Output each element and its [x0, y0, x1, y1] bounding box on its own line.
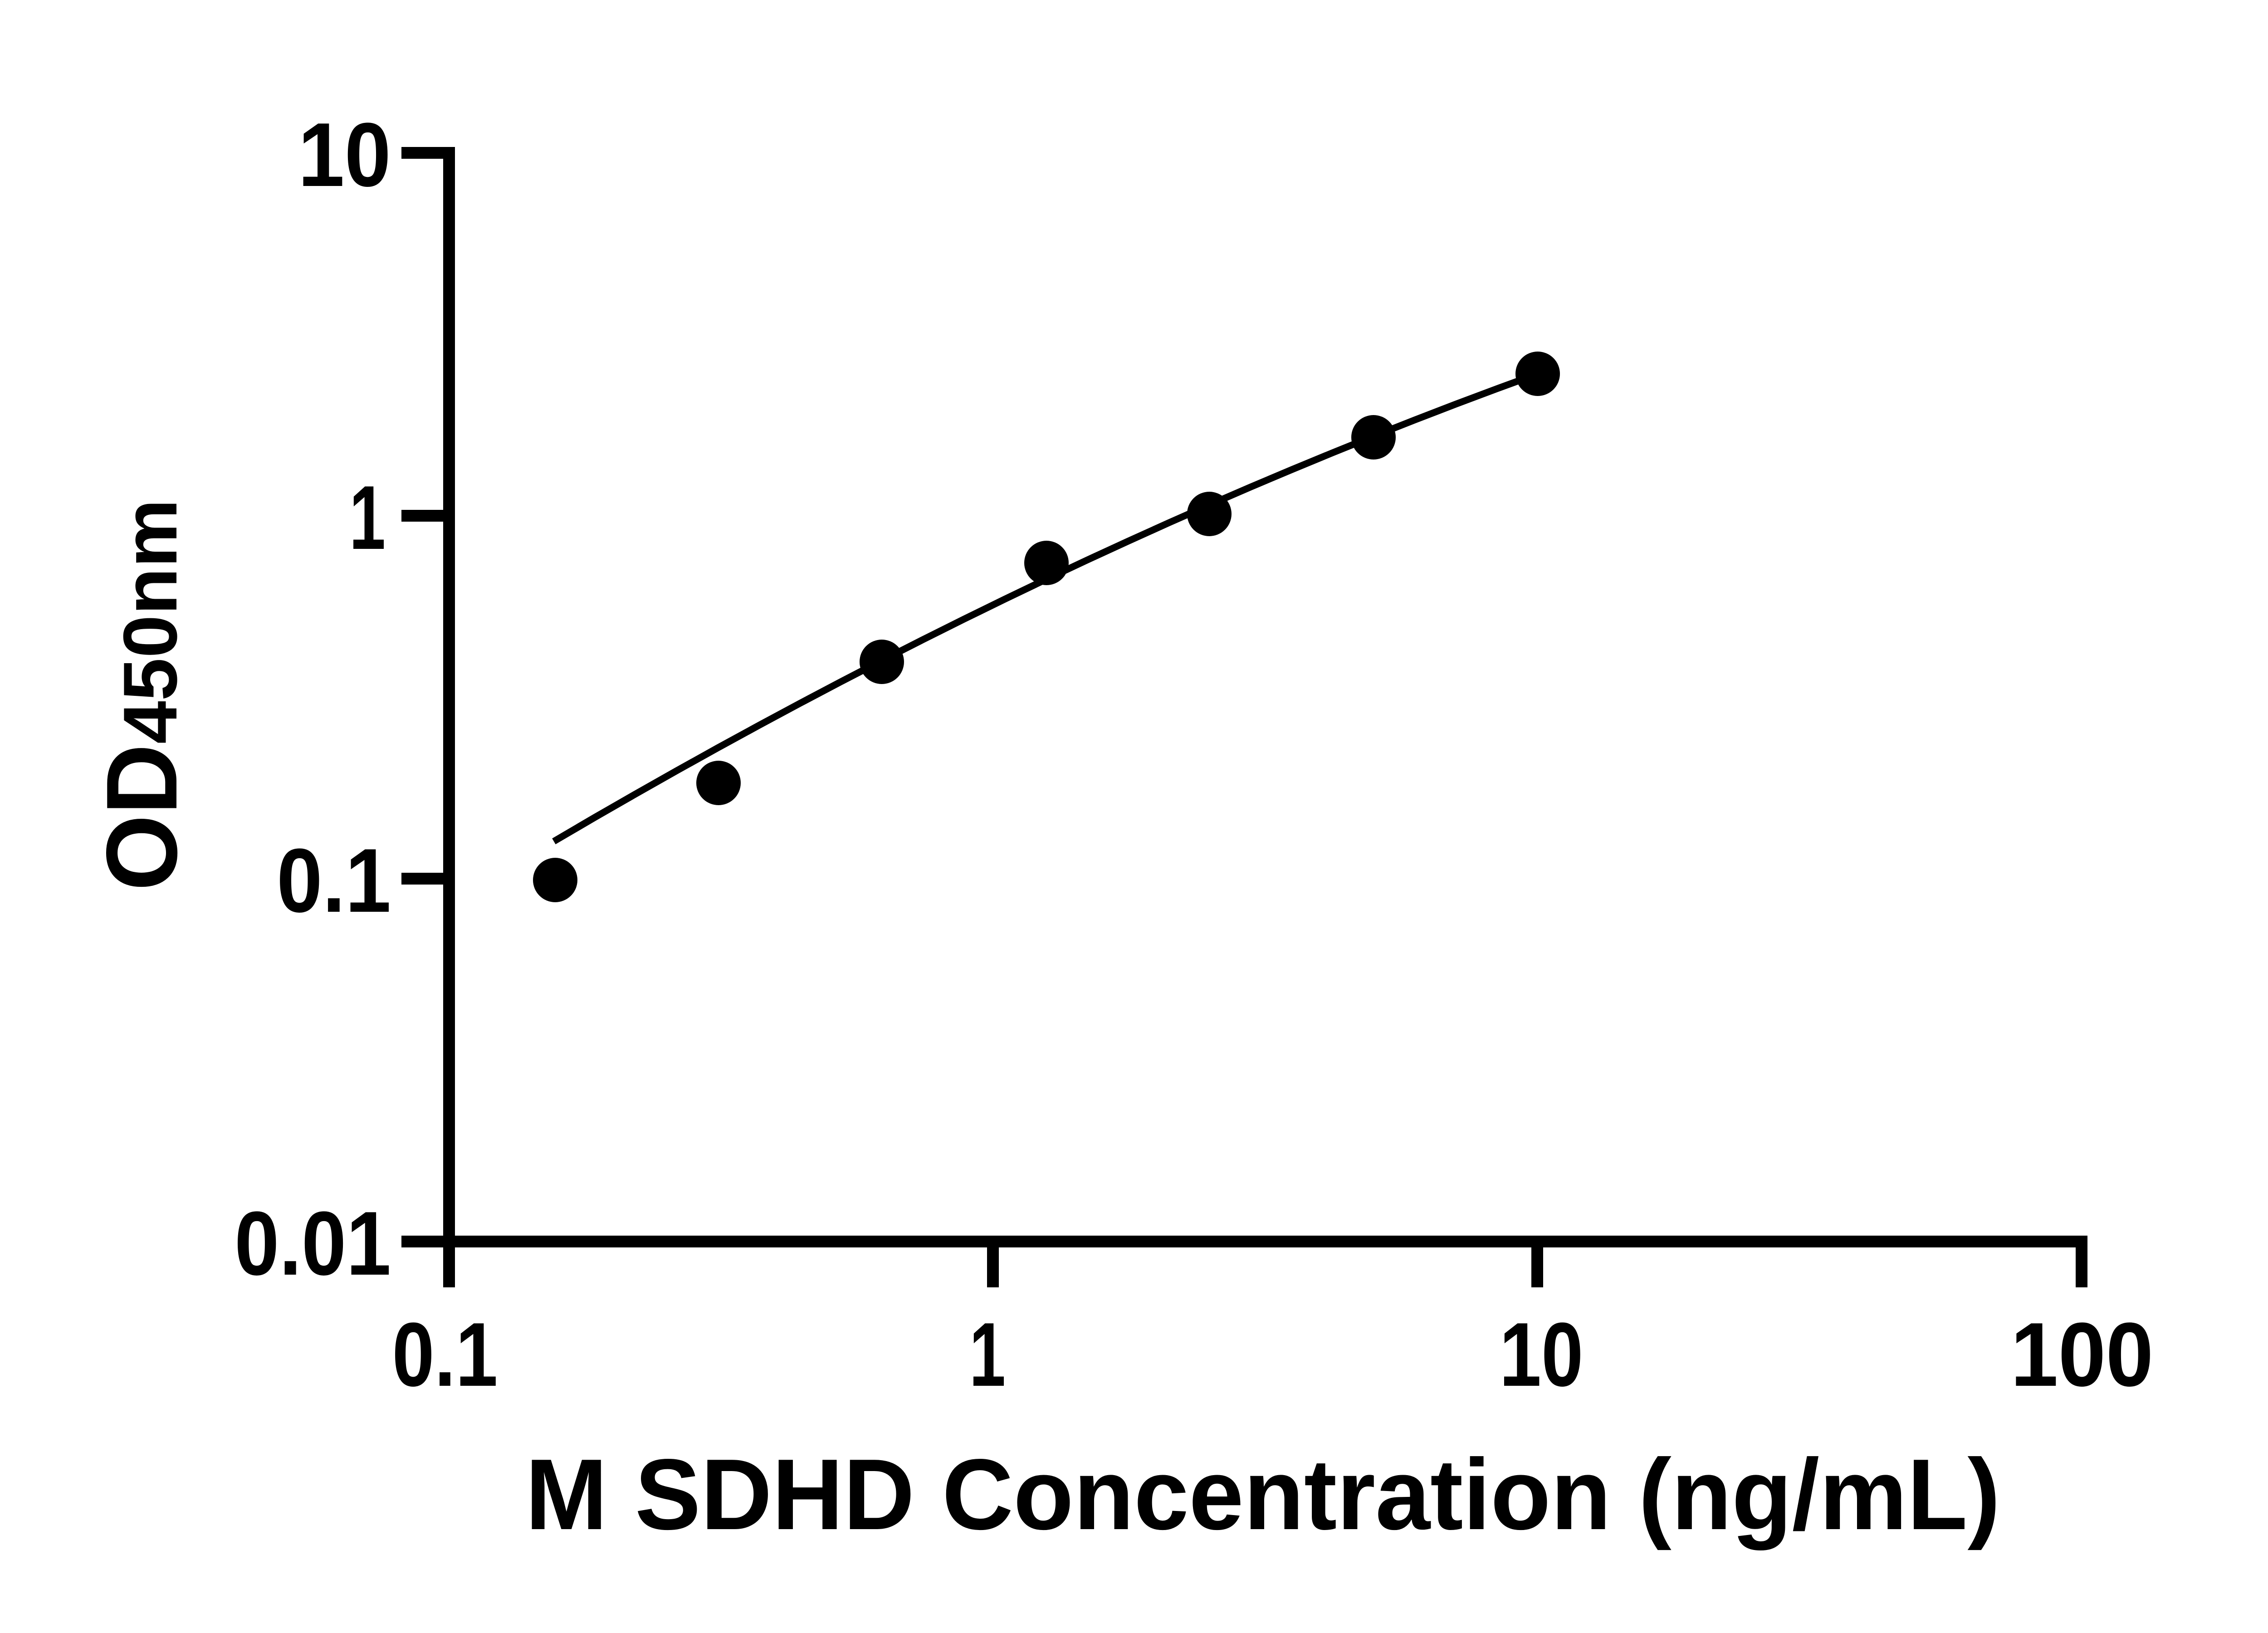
svg-text:0.01: 0.01 — [235, 1193, 391, 1294]
svg-text:0.1: 0.1 — [392, 1304, 498, 1405]
svg-text:1: 1 — [969, 1304, 1006, 1405]
svg-text:10: 10 — [1500, 1304, 1584, 1405]
svg-text:100: 100 — [2011, 1304, 2154, 1405]
svg-text:10: 10 — [298, 104, 391, 205]
svg-text:450nm: 450nm — [108, 499, 193, 744]
svg-text:0.1: 0.1 — [277, 830, 391, 931]
svg-text:1: 1 — [349, 467, 386, 568]
svg-text:OD: OD — [86, 744, 198, 891]
svg-text:M SDHD Concentration (ng/mL): M SDHD Concentration (ng/mL) — [525, 1438, 2000, 1551]
